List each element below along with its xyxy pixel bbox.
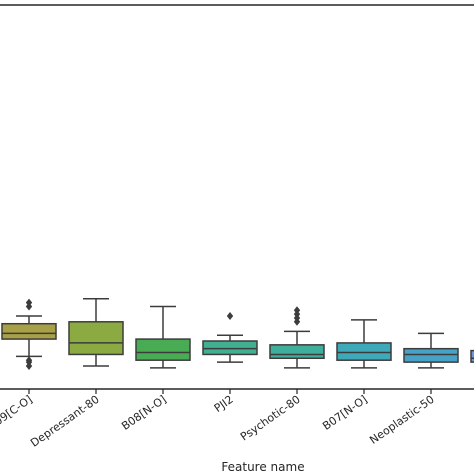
box-iqr <box>1 322 57 340</box>
outlier-point <box>293 306 301 315</box>
outlier-point <box>226 312 234 321</box>
box-group-3 <box>202 312 258 363</box>
box-iqr <box>135 338 191 361</box>
outlier-point <box>25 356 33 365</box>
box-group-6 <box>403 332 459 369</box>
box-iqr <box>470 349 474 363</box>
box-group-5 <box>336 319 392 369</box>
box-group-2 <box>135 305 191 369</box>
box-group-7 <box>470 349 474 363</box>
box-iqr <box>269 344 325 360</box>
box-group-1 <box>68 298 124 367</box>
box-iqr <box>403 347 459 363</box>
box-iqr <box>202 340 258 356</box>
box-iqr <box>336 342 392 361</box>
box-group-0 <box>1 298 57 370</box>
box-iqr <box>68 321 124 356</box>
box-group-4 <box>269 306 325 369</box>
outlier-point <box>25 298 33 307</box>
plot-area <box>1 298 474 370</box>
x-axis-label: Feature name <box>221 460 304 474</box>
